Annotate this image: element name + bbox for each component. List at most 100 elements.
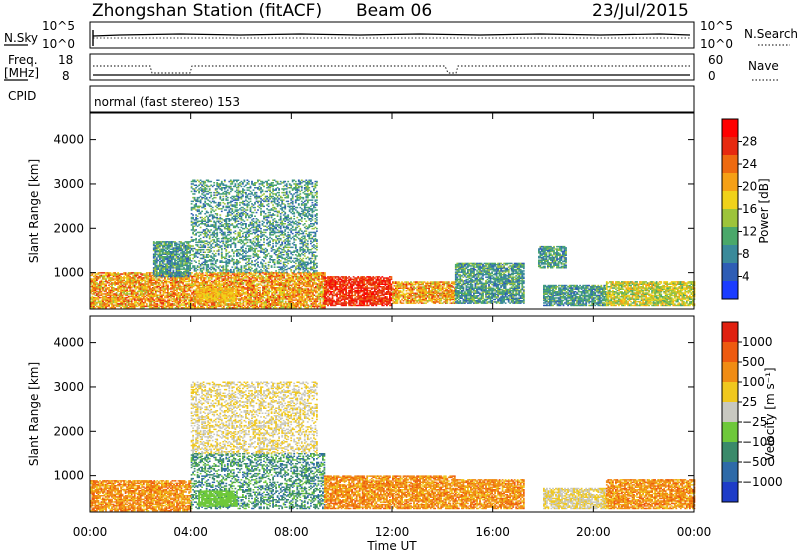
data-cell <box>164 277 166 279</box>
data-cell <box>172 303 174 305</box>
data-cell <box>167 286 169 288</box>
data-cell <box>233 280 235 282</box>
nave-label: Nave <box>748 59 779 73</box>
data-cell <box>187 283 189 285</box>
data-cell <box>156 280 158 282</box>
data-cell <box>172 280 174 282</box>
data-cell <box>211 277 213 279</box>
data-cell <box>264 285 266 287</box>
data-cell <box>295 307 297 309</box>
data-cell <box>105 283 107 285</box>
data-cell <box>126 280 128 282</box>
data-cell <box>141 286 143 288</box>
data-cell <box>268 292 270 294</box>
data-cell <box>98 277 100 279</box>
data-cell <box>188 277 190 279</box>
data-cell <box>164 299 166 301</box>
data-cell <box>264 277 266 279</box>
data-cell <box>160 283 162 285</box>
data-cell <box>249 280 251 282</box>
data-cell <box>137 292 139 294</box>
data-cell <box>134 277 136 279</box>
data-cell <box>294 283 296 285</box>
data-cell <box>187 307 189 309</box>
data-cell <box>116 292 118 294</box>
data-cell <box>276 292 278 294</box>
nave-tick-bottom: 0 <box>708 69 716 83</box>
data-cell <box>262 276 264 278</box>
data-cell <box>187 290 189 292</box>
data-cell <box>215 307 217 309</box>
freq-tick-top: 18 <box>58 53 73 67</box>
data-cell <box>249 295 251 297</box>
data-cell <box>190 290 192 292</box>
data-cell <box>294 304 296 306</box>
data-cell <box>279 280 281 282</box>
data-cell <box>267 286 269 288</box>
data-cell <box>111 297 113 299</box>
data-cell <box>141 290 143 292</box>
data-cell <box>218 272 220 274</box>
data-cell <box>202 275 204 277</box>
data-cell <box>188 293 190 295</box>
data-cell <box>297 304 299 306</box>
data-cell <box>306 301 308 303</box>
data-cell <box>249 301 251 303</box>
data-cell <box>279 282 281 284</box>
data-cell <box>249 286 251 288</box>
data-cell <box>243 283 245 285</box>
data-cell <box>193 286 195 288</box>
data-cell <box>249 290 251 292</box>
data-cell <box>187 298 189 300</box>
data-cell <box>223 307 225 309</box>
data-cell <box>264 280 266 282</box>
data-cell <box>264 304 266 306</box>
data-cell <box>98 298 100 300</box>
data-cell <box>249 275 251 277</box>
data-cell <box>218 283 220 285</box>
data-cell <box>172 277 174 279</box>
data-cell <box>111 295 113 297</box>
cpid-label: CPID <box>8 89 36 103</box>
data-cell <box>193 278 195 280</box>
data-cell <box>233 304 235 306</box>
data-cell <box>185 304 187 306</box>
data-cell <box>172 286 174 288</box>
data-cell <box>172 291 174 293</box>
data-cell <box>156 301 158 303</box>
data-cell <box>294 280 296 282</box>
data-cell <box>279 301 281 303</box>
data-cell <box>111 273 113 275</box>
freq-unit: [MHz] <box>4 66 39 80</box>
data-cell <box>294 295 296 297</box>
data-cell <box>259 287 261 289</box>
data-cell <box>249 277 251 279</box>
data-cell <box>294 290 296 292</box>
data-cell <box>233 303 235 305</box>
data-cell <box>179 285 181 287</box>
data-cell <box>279 304 281 306</box>
data-cell <box>141 304 143 306</box>
data-cell <box>187 286 189 288</box>
data-cell <box>205 277 207 279</box>
data-cell <box>111 286 113 288</box>
data-cell <box>161 277 163 279</box>
data-cell <box>155 292 157 294</box>
data-cell <box>143 307 145 309</box>
data-cell <box>126 273 128 275</box>
beam-label: Beam 06 <box>356 1 432 21</box>
data-cell <box>134 307 136 309</box>
data-cell <box>131 301 133 303</box>
data-cell <box>190 295 192 297</box>
data-cell <box>202 303 204 305</box>
data-cell <box>126 304 128 306</box>
freq-label: Freq. <box>8 53 38 67</box>
data-cell <box>98 301 100 303</box>
data-cell <box>146 303 148 305</box>
data-cell <box>156 298 158 300</box>
data-cell <box>114 307 116 309</box>
data-cell <box>172 301 174 303</box>
freq-panel <box>90 54 694 80</box>
data-cell <box>279 283 281 285</box>
data-cell <box>249 298 251 300</box>
